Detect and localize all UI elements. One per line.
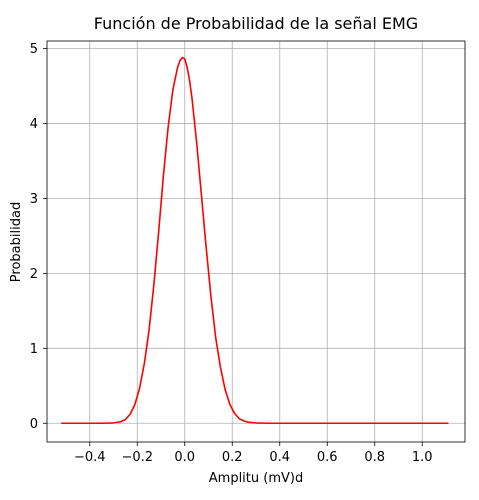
- x-axis-label: Amplitu (mV)d: [209, 471, 303, 486]
- chart-title: Función de Probabilidad de la señal EMG: [94, 14, 418, 33]
- y-tick-label: 5: [30, 42, 38, 57]
- series-line: [61, 56, 449, 425]
- x-tick-label: 0.0: [174, 450, 195, 465]
- y-tick-label: 1: [30, 342, 38, 357]
- series-layer: [61, 56, 449, 425]
- plot-frame: [46, 40, 466, 443]
- y-tick-label: 3: [30, 192, 38, 207]
- y-axis: 0 1 2 3 4 5: [30, 42, 47, 432]
- x-tick-label: 1.0: [412, 450, 433, 465]
- y-tick-label: 0: [30, 417, 38, 432]
- x-axis: −0.4 −0.2 0.0 0.2 0.4 0.6 0.8 1.0: [74, 442, 433, 465]
- x-tick-label: −0.2: [121, 450, 153, 465]
- y-axis-label: Probabilidad: [9, 202, 24, 282]
- y-tick-label: 4: [30, 117, 38, 132]
- x-tick-label: −0.4: [74, 450, 106, 465]
- x-tick-label: 0.6: [317, 450, 338, 465]
- x-tick-label: 0.2: [222, 450, 243, 465]
- y-tick-label: 2: [30, 267, 38, 282]
- x-tick-label: 0.4: [269, 450, 290, 465]
- grid: [47, 41, 465, 442]
- x-tick-label: 0.8: [364, 450, 385, 465]
